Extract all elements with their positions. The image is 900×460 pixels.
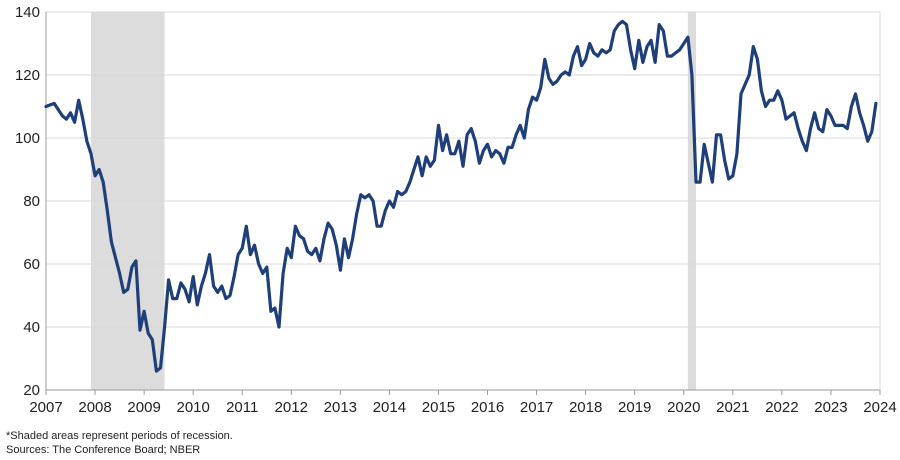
x-tick-label-2008: 2008 (78, 399, 111, 416)
gridlines (46, 11, 880, 328)
y-tick-label-80: 80 (23, 193, 40, 210)
x-tick-label-2013: 2013 (324, 399, 357, 416)
y-tick-label-100: 100 (15, 130, 40, 147)
x-tick-label-2011: 2011 (226, 399, 258, 416)
x-tick-label-2016: 2016 (471, 399, 504, 416)
x-tick-label-2014: 2014 (373, 399, 406, 416)
y-tick-label-120: 120 (15, 67, 40, 84)
x-tick-label-2019: 2019 (618, 399, 651, 416)
series-layer (44, 19, 878, 373)
y-tick-label-140: 140 (15, 4, 40, 21)
x-tick-label-2017: 2017 (520, 399, 553, 416)
x-tick-label-2024: 2024 (863, 399, 896, 416)
axes (45, 12, 881, 395)
x-tick-label-2009: 2009 (127, 399, 160, 416)
sources-note: Sources: The Conference Board; NBER (6, 444, 201, 456)
x-tick-label-2012: 2012 (275, 399, 308, 416)
x-tick-label-2010: 2010 (176, 399, 209, 416)
tick-labels: 20 40 60 80 100 120 140 2007 2008 2009 2010 2011 201… (15, 4, 897, 416)
x-tick-label-2023: 2023 (814, 399, 847, 416)
x-tick-label-2007: 2007 (29, 399, 62, 416)
y-tick-label-60: 60 (23, 256, 40, 273)
x-tick-label-2021: 2021 (716, 399, 749, 416)
x-tick-label-2020: 2020 (667, 399, 700, 416)
recession-footnote: *Shaded areas represent periods of reces… (6, 430, 233, 442)
y-tick-label-20: 20 (23, 382, 40, 399)
x-tick-label-2015: 2015 (422, 399, 455, 416)
x-tick-label-2022: 2022 (765, 399, 798, 416)
x-tick-label-2018: 2018 (569, 399, 602, 416)
y-tick-label-40: 40 (23, 319, 40, 336)
series-line-1 (44, 19, 878, 373)
